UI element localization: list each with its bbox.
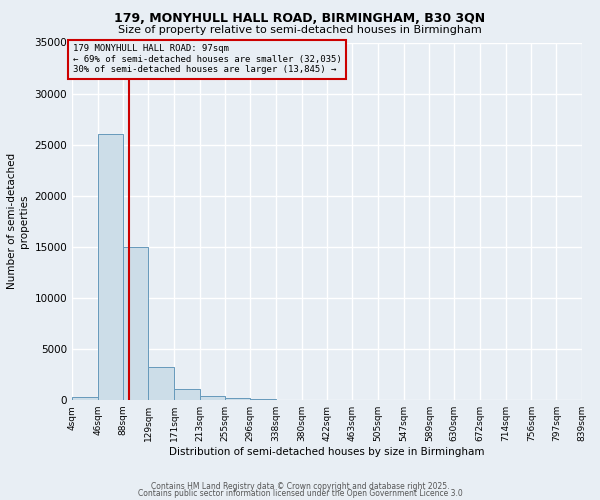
- Text: 179, MONYHULL HALL ROAD, BIRMINGHAM, B30 3QN: 179, MONYHULL HALL ROAD, BIRMINGHAM, B30…: [115, 12, 485, 26]
- Text: Size of property relative to semi-detached houses in Birmingham: Size of property relative to semi-detach…: [118, 25, 482, 35]
- X-axis label: Distribution of semi-detached houses by size in Birmingham: Distribution of semi-detached houses by …: [169, 447, 485, 457]
- Bar: [174, 389, 200, 400]
- Bar: [226, 398, 250, 400]
- Bar: [98, 134, 124, 400]
- Bar: [72, 397, 98, 400]
- Text: 179 MONYHULL HALL ROAD: 97sqm
← 69% of semi-detached houses are smaller (32,035): 179 MONYHULL HALL ROAD: 97sqm ← 69% of s…: [73, 44, 341, 74]
- Text: Contains HM Land Registry data © Crown copyright and database right 2025.: Contains HM Land Registry data © Crown c…: [151, 482, 449, 491]
- Y-axis label: Number of semi-detached
properties: Number of semi-detached properties: [7, 153, 29, 290]
- Bar: [124, 247, 148, 400]
- Bar: [200, 396, 226, 400]
- Bar: [148, 368, 174, 400]
- Text: Contains public sector information licensed under the Open Government Licence 3.: Contains public sector information licen…: [137, 488, 463, 498]
